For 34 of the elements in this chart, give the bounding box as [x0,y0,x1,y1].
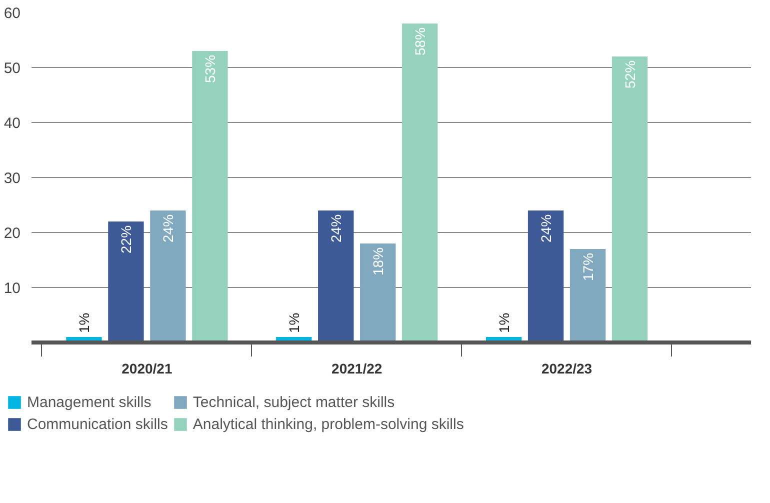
legend-label: Communication skills [27,415,168,433]
data-label: 22% [118,225,134,254]
bar [318,210,354,342]
data-label: 1% [496,312,512,334]
bar [570,249,606,342]
data-label: 24% [538,214,554,242]
data-label: 1% [286,312,302,334]
y-tick-label: 20 [4,225,21,242]
data-label: 52% [622,60,638,88]
bar [402,24,438,342]
y-tick-label: 50 [4,60,21,77]
data-label: 24% [160,214,176,242]
bar [360,244,396,342]
data-label: 18% [370,247,386,276]
data-label: 58% [412,27,428,56]
bar [108,222,144,342]
legend-label: Technical, subject matter skills [192,393,395,411]
x-tick-label: 2022/23 [541,360,592,376]
y-tick-label: 10 [4,280,21,297]
data-label: 53% [202,54,218,83]
x-tick-label: 2021/22 [332,360,382,376]
data-label: 1% [76,312,92,334]
bar [528,210,564,342]
bar [612,56,648,342]
y-tick-label: 30 [4,170,21,187]
legend-label: Management skills [27,393,152,411]
y-tick-label: 40 [4,115,21,132]
bar [192,51,228,342]
data-label: 24% [328,214,344,242]
bar [150,210,186,342]
y-tick-label: 60 [4,5,21,22]
data-label: 17% [580,252,596,281]
x-tick-label: 2020/21 [122,360,172,376]
legend-label: Analytical thinking, problem-solving skills [192,415,464,433]
